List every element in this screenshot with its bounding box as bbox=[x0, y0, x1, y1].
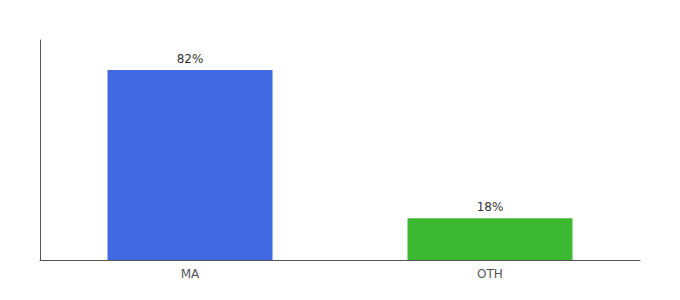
svg-text:18%: 18% bbox=[477, 200, 504, 214]
svg-text:MA: MA bbox=[181, 267, 200, 281]
svg-text:82%: 82% bbox=[177, 52, 204, 66]
svg-text:OTH: OTH bbox=[477, 267, 503, 281]
